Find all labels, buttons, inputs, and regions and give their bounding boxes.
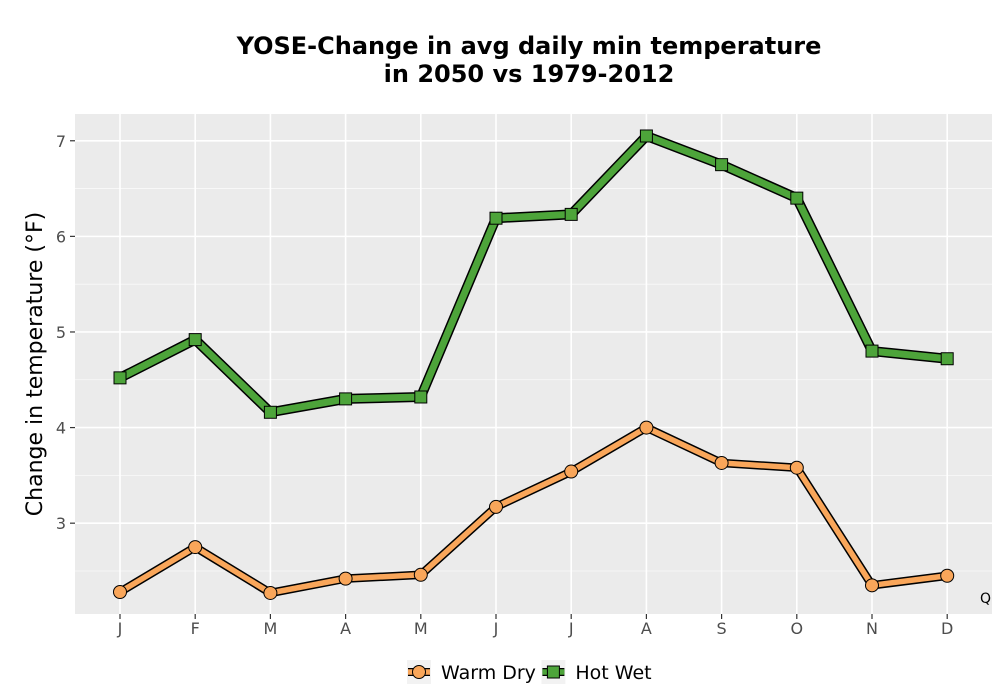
data-point — [715, 158, 729, 172]
data-point — [263, 585, 278, 600]
x-tick-label: J — [568, 619, 574, 638]
y-tick-label: 4 — [56, 419, 66, 438]
series-line — [118, 131, 948, 417]
data-point — [564, 207, 578, 221]
data-point — [489, 499, 503, 514]
x-tick-label: A — [340, 619, 351, 638]
legend-label: Warm Dry — [441, 662, 536, 684]
legend-key-marker — [412, 665, 426, 679]
data-point — [263, 405, 277, 419]
data-point — [413, 567, 428, 582]
series-hot-wet — [113, 129, 954, 419]
y-tick-label: 6 — [56, 227, 66, 246]
chart-title-line-2: in 2050 vs 1979-2012 — [384, 60, 675, 88]
data-point — [940, 568, 955, 583]
chart-title-line-1: YOSE-Change in avg daily min temperature — [236, 32, 822, 60]
data-point — [188, 540, 203, 555]
legend-item-hot-wet: Hot Wet — [541, 660, 652, 684]
data-point — [940, 352, 954, 366]
series-line — [118, 424, 948, 596]
data-point — [188, 333, 202, 347]
data-point — [564, 464, 579, 479]
x-tick-label: S — [717, 619, 727, 638]
legend-label: Hot Wet — [575, 662, 651, 684]
data-point — [789, 460, 804, 475]
y-tick-label: 5 — [56, 323, 66, 342]
x-tick-label: N — [866, 619, 878, 638]
data-point — [865, 344, 879, 358]
legend-key-marker — [546, 665, 560, 679]
x-tick-label: A — [641, 619, 652, 638]
corner-annotation: Q — [980, 591, 991, 607]
data-point — [113, 585, 127, 600]
data-point — [338, 571, 353, 586]
y-tick-label: 7 — [56, 132, 66, 151]
x-tick-label: J — [117, 619, 123, 638]
data-point — [714, 455, 729, 470]
x-tick-label: J — [493, 619, 499, 638]
data-point — [639, 129, 653, 143]
y-axis-title: Change in temperature (°F) — [23, 212, 48, 516]
series-warm-dry — [113, 420, 955, 600]
data-point — [489, 211, 503, 225]
x-tick-label: M — [263, 619, 277, 638]
x-tick-label: D — [941, 619, 953, 638]
y-tick-label: 3 — [56, 514, 66, 533]
plot-panel — [75, 114, 992, 614]
legend-item-warm-dry: Warm Dry — [407, 660, 536, 684]
x-tick-label: O — [791, 619, 804, 638]
data-point — [414, 390, 428, 404]
x-tick-label: F — [191, 619, 200, 638]
data-point — [865, 578, 879, 593]
data-point — [790, 191, 804, 205]
data-point — [113, 371, 127, 385]
data-point — [339, 392, 353, 406]
x-tick-label: M — [414, 619, 428, 638]
legend: Warm Dry Hot Wet — [407, 660, 652, 684]
panel-background — [75, 114, 992, 614]
data-point — [639, 420, 654, 435]
